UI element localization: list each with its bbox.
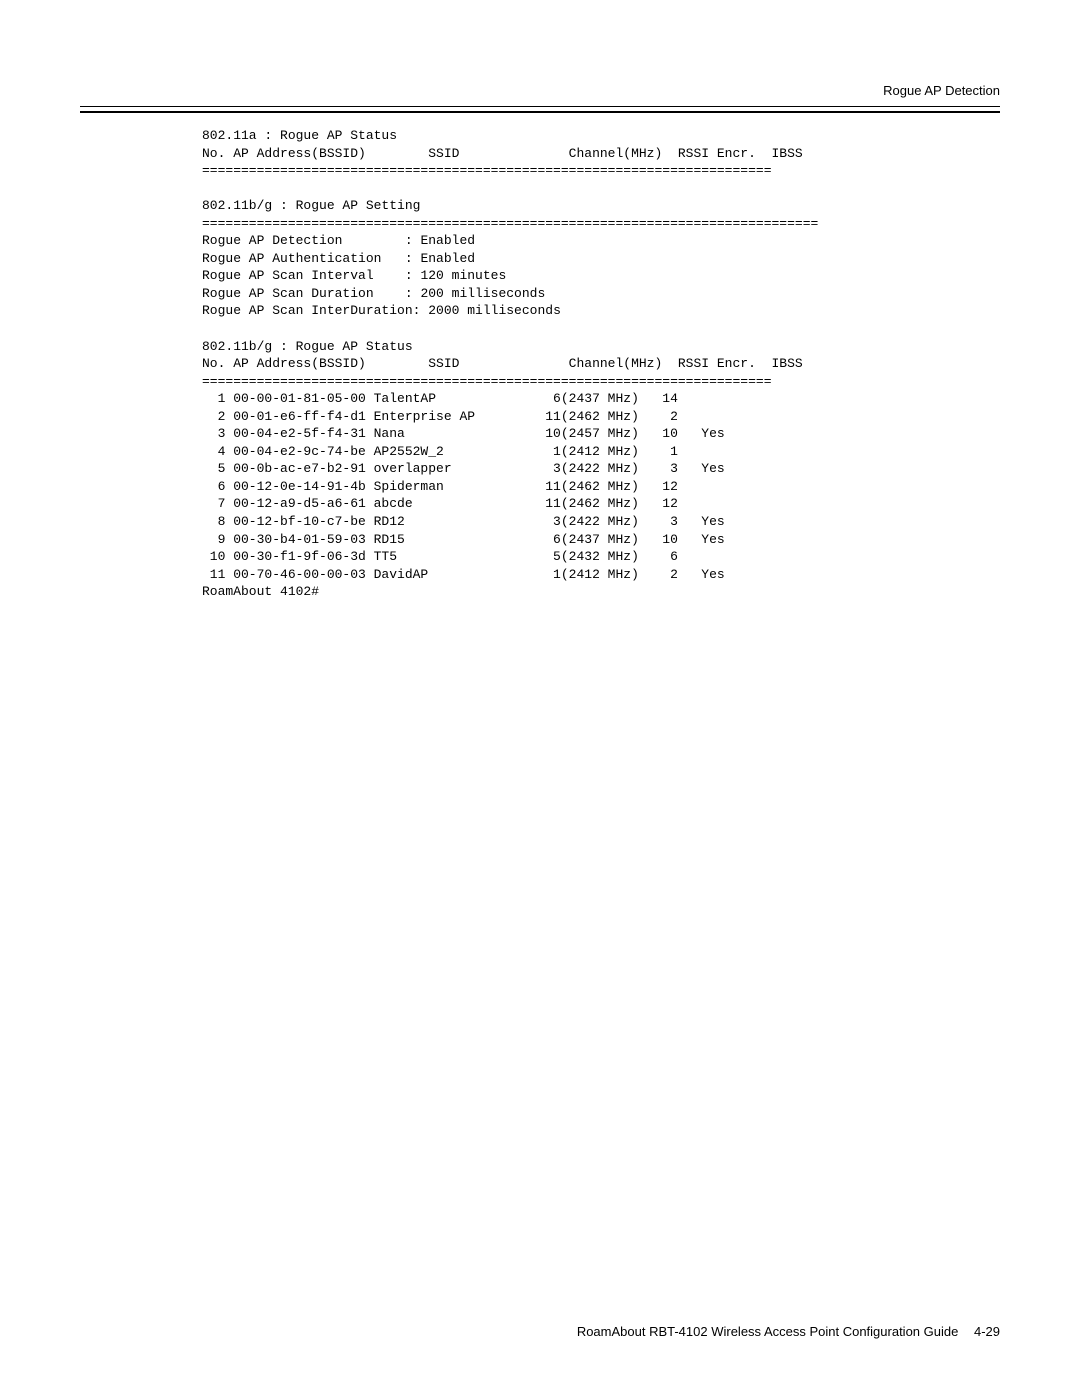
table-row: 9 00-30-b4-01-59-03 RD15 6(2437 MHz) 10 … bbox=[202, 532, 733, 547]
sec-setting-title: 802.11b/g : Rogue AP Setting bbox=[202, 198, 420, 213]
terminal-output: 802.11a : Rogue AP Status No. AP Address… bbox=[80, 127, 1000, 601]
footer-doc-title: RoamAbout RBT-4102 Wireless Access Point… bbox=[577, 1324, 959, 1339]
setting-row: Rogue AP Scan InterDuration: 2000 millis… bbox=[202, 303, 561, 318]
table-row: 7 00-12-a9-d5-a6-61 abcde 11(2462 MHz) 1… bbox=[202, 496, 733, 511]
table-row: 3 00-04-e2-5f-f4-31 Nana 10(2457 MHz) 10… bbox=[202, 426, 733, 441]
page-container: Rogue AP Detection 802.11a : Rogue AP St… bbox=[80, 82, 1000, 601]
setting-row: Rogue AP Scan Interval : 120 minutes bbox=[202, 268, 506, 283]
sec11a-title: 802.11a : Rogue AP Status bbox=[202, 128, 397, 143]
header-title: Rogue AP Detection bbox=[883, 83, 1000, 98]
table-row: 2 00-01-e6-ff-f4-d1 Enterprise AP 11(246… bbox=[202, 409, 733, 424]
sec11bg-title: 802.11b/g : Rogue AP Status bbox=[202, 339, 413, 354]
table-row: 11 00-70-46-00-00-03 DavidAP 1(2412 MHz)… bbox=[202, 567, 733, 582]
table-row: 6 00-12-0e-14-91-4b Spiderman 11(2462 MH… bbox=[202, 479, 733, 494]
setting-row: Rogue AP Authentication : Enabled bbox=[202, 251, 475, 266]
table-row: 5 00-0b-ac-e7-b2-91 overlapper 3(2422 MH… bbox=[202, 461, 733, 476]
sec-setting-divider: ========================================… bbox=[202, 216, 818, 231]
setting-row: Rogue AP Detection : Enabled bbox=[202, 233, 475, 248]
header-rule bbox=[80, 111, 1000, 113]
footer-page-number: 4-29 bbox=[974, 1324, 1000, 1339]
page-footer: RoamAbout RBT-4102 Wireless Access Point… bbox=[577, 1324, 1000, 1339]
table-row: 1 00-00-01-81-05-00 TalentAP 6(2437 MHz)… bbox=[202, 391, 733, 406]
terminal-prompt: RoamAbout 4102# bbox=[202, 584, 319, 599]
sec11bg-header: No. AP Address(BSSID) SSID Channel(MHz) … bbox=[202, 356, 803, 371]
setting-row: Rogue AP Scan Duration : 200 millisecond… bbox=[202, 286, 545, 301]
sec11a-header: No. AP Address(BSSID) SSID Channel(MHz) … bbox=[202, 146, 803, 161]
page-header: Rogue AP Detection bbox=[80, 82, 1000, 107]
table-row: 8 00-12-bf-10-c7-be RD12 3(2422 MHz) 3 Y… bbox=[202, 514, 733, 529]
table-row: 10 00-30-f1-9f-06-3d TT5 5(2432 MHz) 6 bbox=[202, 549, 733, 564]
sec11a-divider: ========================================… bbox=[202, 163, 772, 178]
sec11bg-divider: ========================================… bbox=[202, 374, 772, 389]
table-row: 4 00-04-e2-9c-74-be AP2552W_2 1(2412 MHz… bbox=[202, 444, 733, 459]
